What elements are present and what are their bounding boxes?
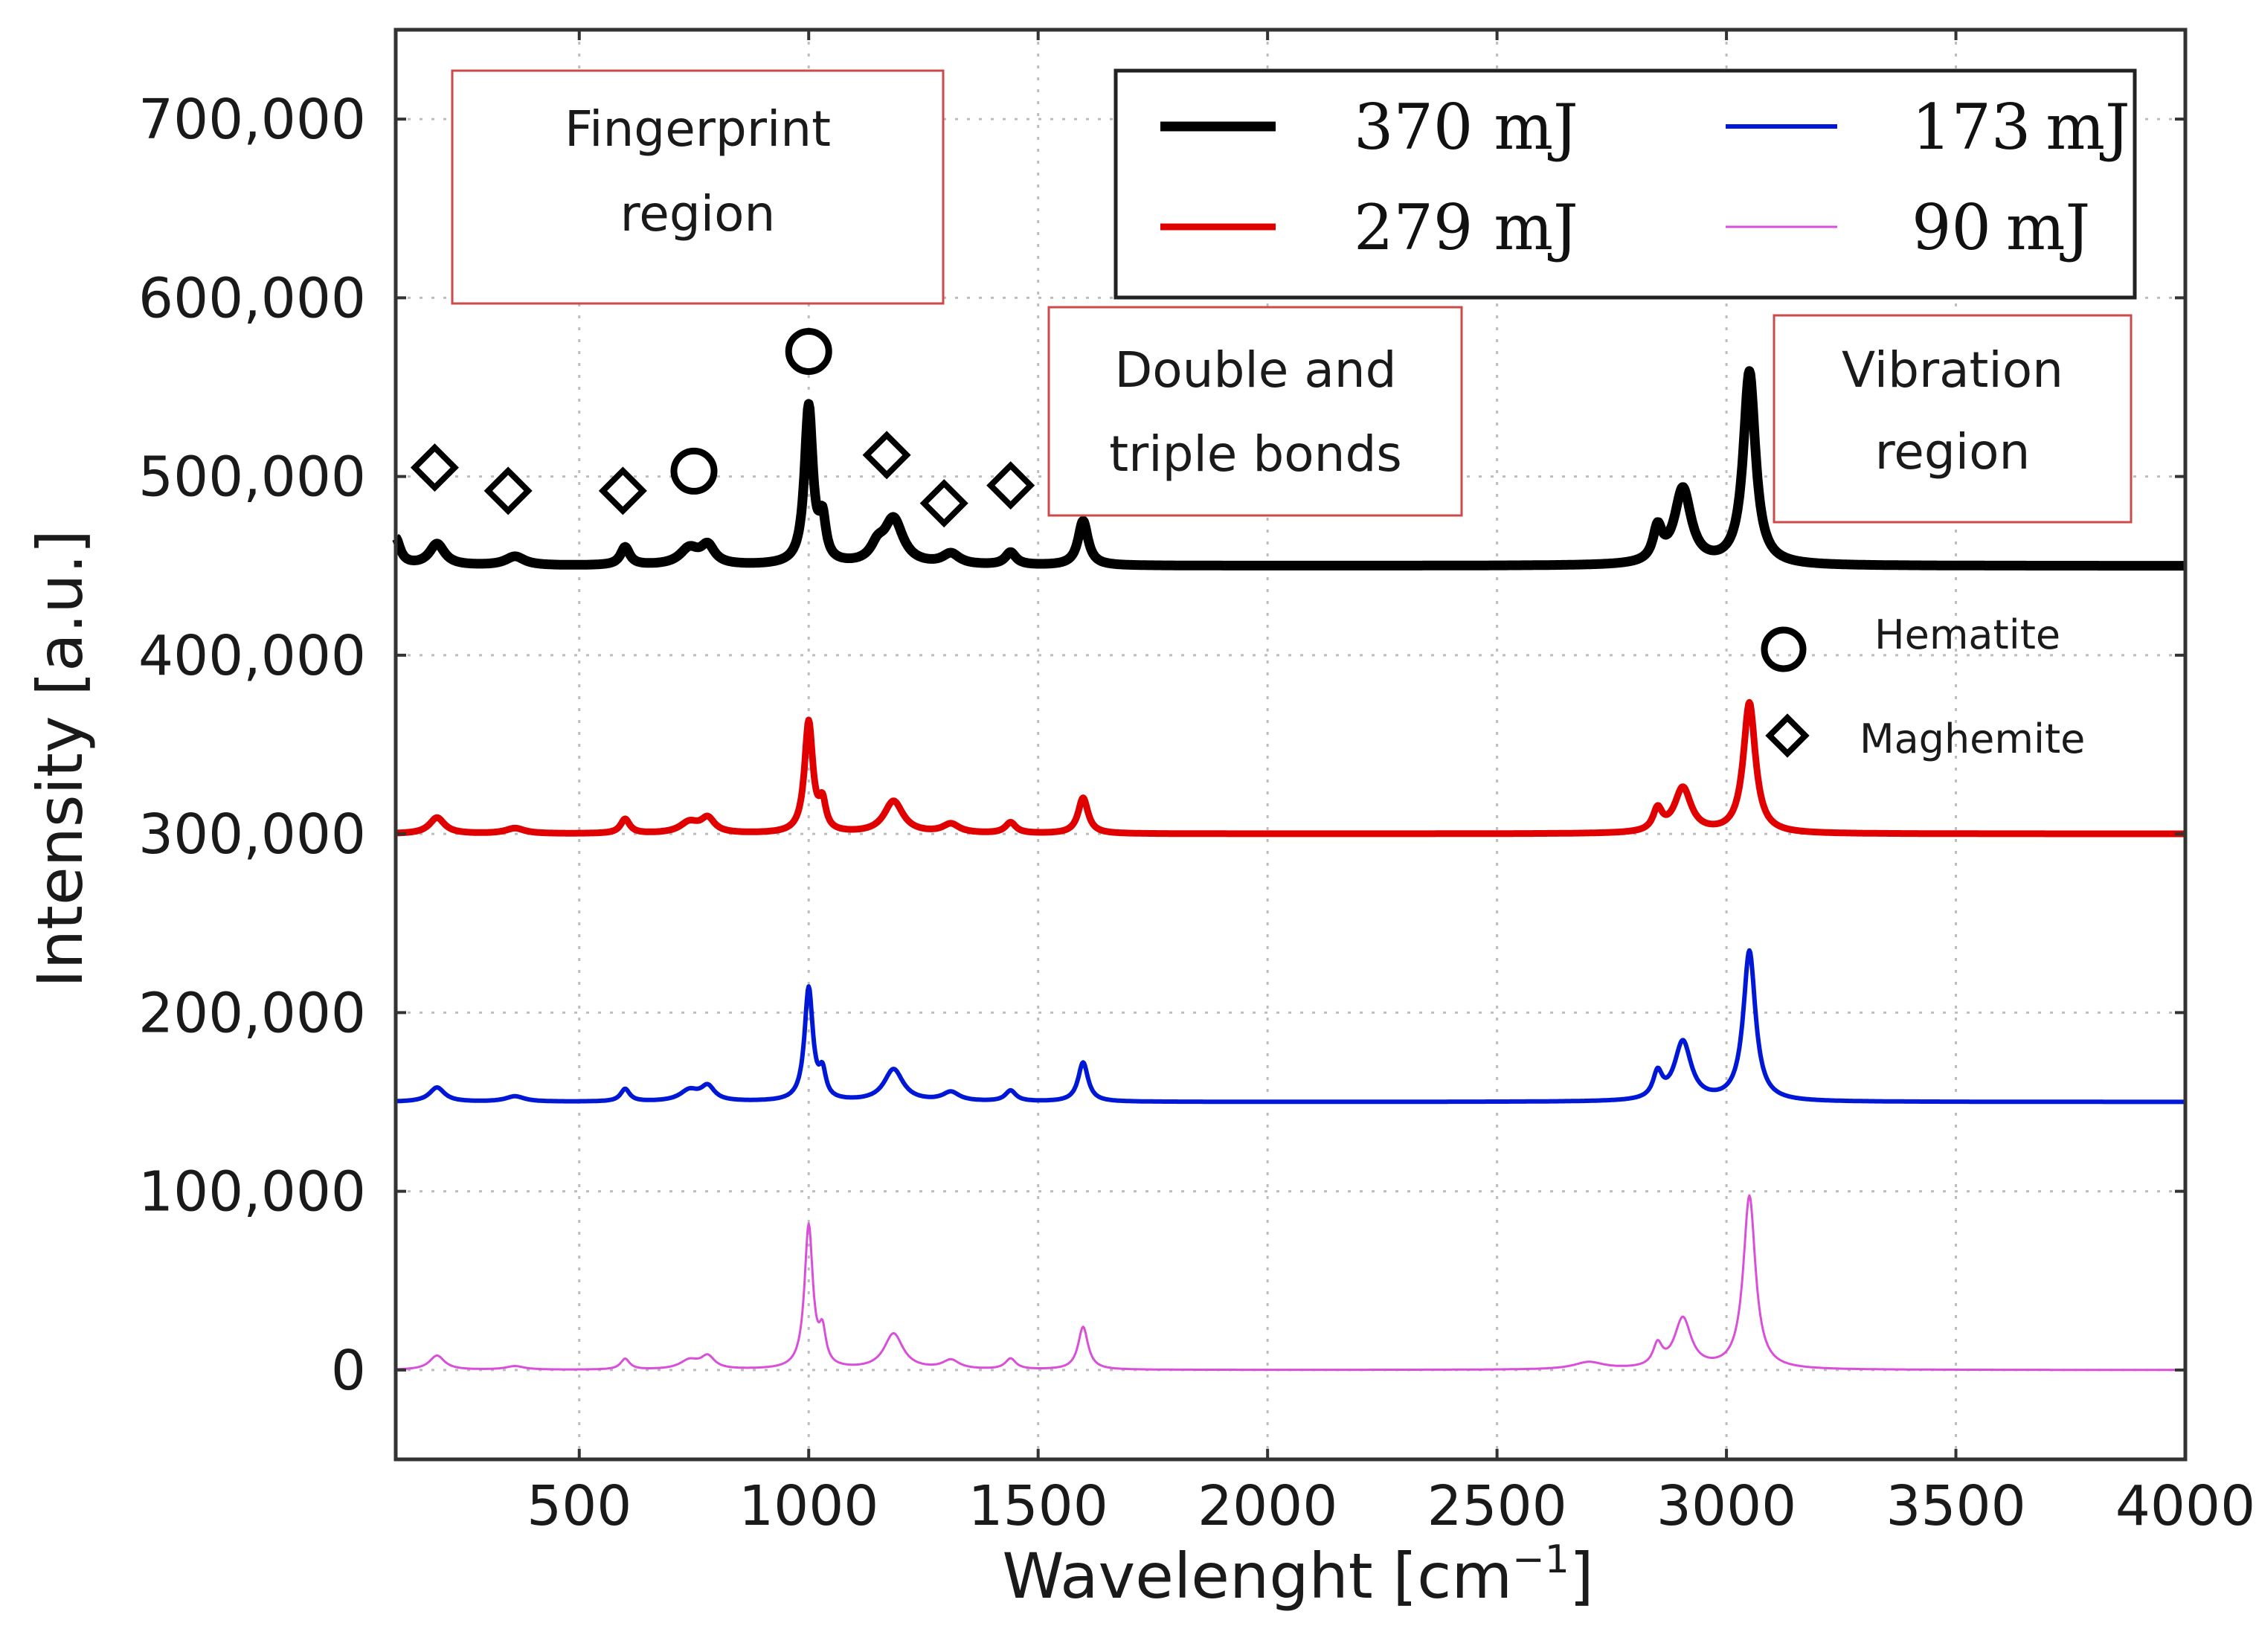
x-tick-label: 500 xyxy=(527,1474,632,1538)
y-tick-label: 500,000 xyxy=(138,446,366,510)
hematite-peak-marker xyxy=(670,447,718,495)
peak-markers xyxy=(410,327,1035,528)
y-axis-title: Intensity [a.u.] xyxy=(24,530,97,988)
double-triple-bonds-box: Double and triple bonds xyxy=(1047,306,1463,517)
x-tick-label: 2500 xyxy=(1427,1474,1566,1538)
y-tick-label: 400,000 xyxy=(138,624,366,688)
hematite-peak-marker xyxy=(785,327,832,375)
maghemite-peak-marker xyxy=(862,431,911,480)
x-axis-title: Wavelenght [cm−1] xyxy=(1002,1537,1593,1613)
y-tick-label: 0 xyxy=(331,1339,366,1403)
plot-frame xyxy=(393,28,2188,1462)
legend-label-90: 90 mJ xyxy=(1912,191,2090,264)
x-tick-label: 3000 xyxy=(1656,1474,1796,1538)
y-tick-label: 600,000 xyxy=(138,266,366,330)
legend-box xyxy=(1113,68,2137,300)
legend-label-173: 173 mJ xyxy=(1912,91,2130,164)
x-tick-label: 2000 xyxy=(1198,1474,1337,1538)
maghemite-peak-marker xyxy=(410,443,459,492)
marker-legend: Hematite Maghemite xyxy=(1761,611,2085,762)
hematite-legend-marker xyxy=(1761,626,1807,672)
x-tick-label: 1000 xyxy=(739,1474,878,1538)
legend: 370 mJ 279 mJ 173 mJ 90 mJ xyxy=(1113,68,2137,300)
series-lines xyxy=(391,366,2190,1372)
series-line-370-mj xyxy=(391,366,2190,571)
x-tick-label: 3500 xyxy=(1886,1474,2025,1538)
x-tick-label: 1500 xyxy=(968,1474,1108,1538)
bonds-box-line1: Double and xyxy=(1114,341,1396,399)
maghemite-peak-marker xyxy=(598,466,647,515)
vibration-region-line2: region xyxy=(1875,423,2031,481)
hematite-legend-label: Hematite xyxy=(1874,611,2060,658)
vibration-region-line1: Vibration xyxy=(1842,341,2063,399)
maghemite-peak-marker xyxy=(919,479,968,528)
maghemite-legend-label: Maghemite xyxy=(1860,716,2085,762)
fingerprint-region-box: Fingerprint region xyxy=(451,69,945,305)
y-tick-label: 300,000 xyxy=(138,803,366,867)
maghemite-peak-marker xyxy=(986,461,1035,510)
series-line-90-mj xyxy=(395,1194,2186,1372)
y-tick-label: 100,000 xyxy=(138,1160,366,1224)
axis-ticks: 500 1000 1500 2000 2500 3000 3500 4000 0 100,000 2… xyxy=(138,30,2255,1538)
fingerprint-region-line1: Fingerprint xyxy=(565,100,831,158)
legend-label-370: 370 mJ xyxy=(1354,91,1578,164)
fingerprint-region-line2: region xyxy=(620,185,776,242)
vibration-region-box: Vibration region xyxy=(1773,314,2133,524)
maghemite-legend-marker xyxy=(1765,713,1810,758)
maghemite-peak-marker xyxy=(483,466,533,515)
bonds-box-line2: triple bonds xyxy=(1109,425,1402,483)
series-line-173-mj xyxy=(394,948,2187,1105)
series-line-279-mj xyxy=(393,698,2188,838)
legend-label-279: 279 mJ xyxy=(1354,191,1578,264)
y-tick-label: 200,000 xyxy=(138,981,366,1045)
y-tick-label: 700,000 xyxy=(138,88,366,152)
x-tick-label: 4000 xyxy=(2115,1474,2255,1538)
